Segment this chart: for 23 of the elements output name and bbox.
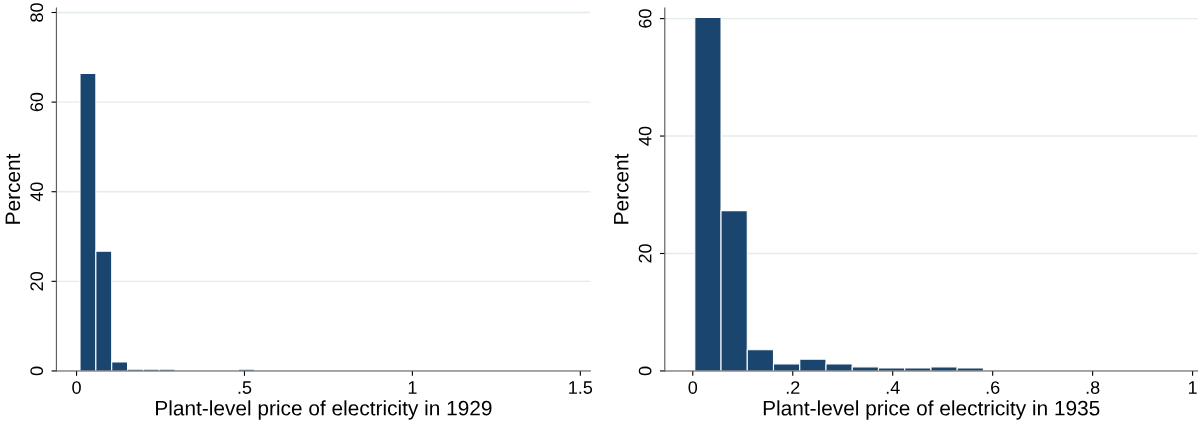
y-tick-label: 0 (30, 366, 44, 376)
x-tick-label: 0 (688, 381, 698, 394)
x-axis-title: Plant-level price of electricity in 1935 (763, 400, 1100, 420)
x-tick-label: 0 (72, 381, 81, 394)
y-axis-title: Percent (614, 153, 629, 224)
y-tick-label: 0 (638, 366, 652, 376)
x-tick-label: 1.5 (569, 381, 593, 394)
y-tick-label: 80 (30, 3, 44, 22)
x-tick-label: .8 (1086, 381, 1100, 394)
x-axis-title: Plant-level price of electricity in 1929 (156, 400, 492, 420)
x-tick-label: .2 (786, 381, 800, 394)
x-tick-label: .5 (238, 381, 252, 394)
y-tick-label: 60 (30, 92, 44, 112)
y-tick-label: 20 (638, 244, 652, 263)
x-tick-label: .6 (986, 381, 1000, 394)
y-tick-label: 20 (30, 271, 44, 291)
x-tick-label: 1 (1188, 381, 1197, 394)
y-tick-label: 40 (30, 182, 44, 202)
y-tick-label: 40 (638, 126, 652, 146)
x-tick-label: .4 (886, 381, 900, 394)
y-tick-label: 60 (638, 9, 652, 28)
x-tick-label: 1 (408, 381, 417, 394)
y-axis-title: Percent (5, 153, 21, 224)
